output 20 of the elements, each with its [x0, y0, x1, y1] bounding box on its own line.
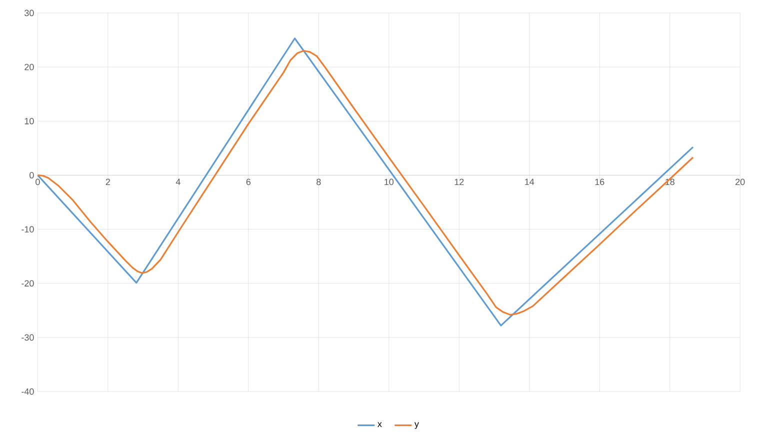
y-tick-label: -10	[22, 226, 34, 232]
y-tick-label: -30	[22, 334, 34, 341]
x-tick-label: 4	[176, 178, 180, 185]
legend-label: y	[414, 422, 419, 429]
x-tick-label: 14	[525, 178, 534, 185]
x-tick-label: 10	[384, 178, 394, 185]
y-tick-label: 30	[24, 10, 34, 16]
y-tick-label: -40	[22, 388, 34, 395]
y-tick-label: 10	[24, 118, 34, 124]
legend-label: x	[378, 422, 382, 427]
x-tick-label: 20	[736, 178, 745, 185]
x-tick-label: 0	[36, 178, 40, 185]
x-tick-label: 16	[595, 178, 604, 185]
x-tick-label: 12	[454, 178, 464, 185]
x-tick-label: 8	[316, 178, 321, 185]
x-tick-label: 6	[246, 178, 251, 185]
y-tick-label: 0	[30, 172, 34, 178]
y-tick-label: -20	[22, 280, 34, 286]
y-tick-label: 20	[24, 64, 34, 70]
x-tick-label: 2	[106, 178, 110, 185]
